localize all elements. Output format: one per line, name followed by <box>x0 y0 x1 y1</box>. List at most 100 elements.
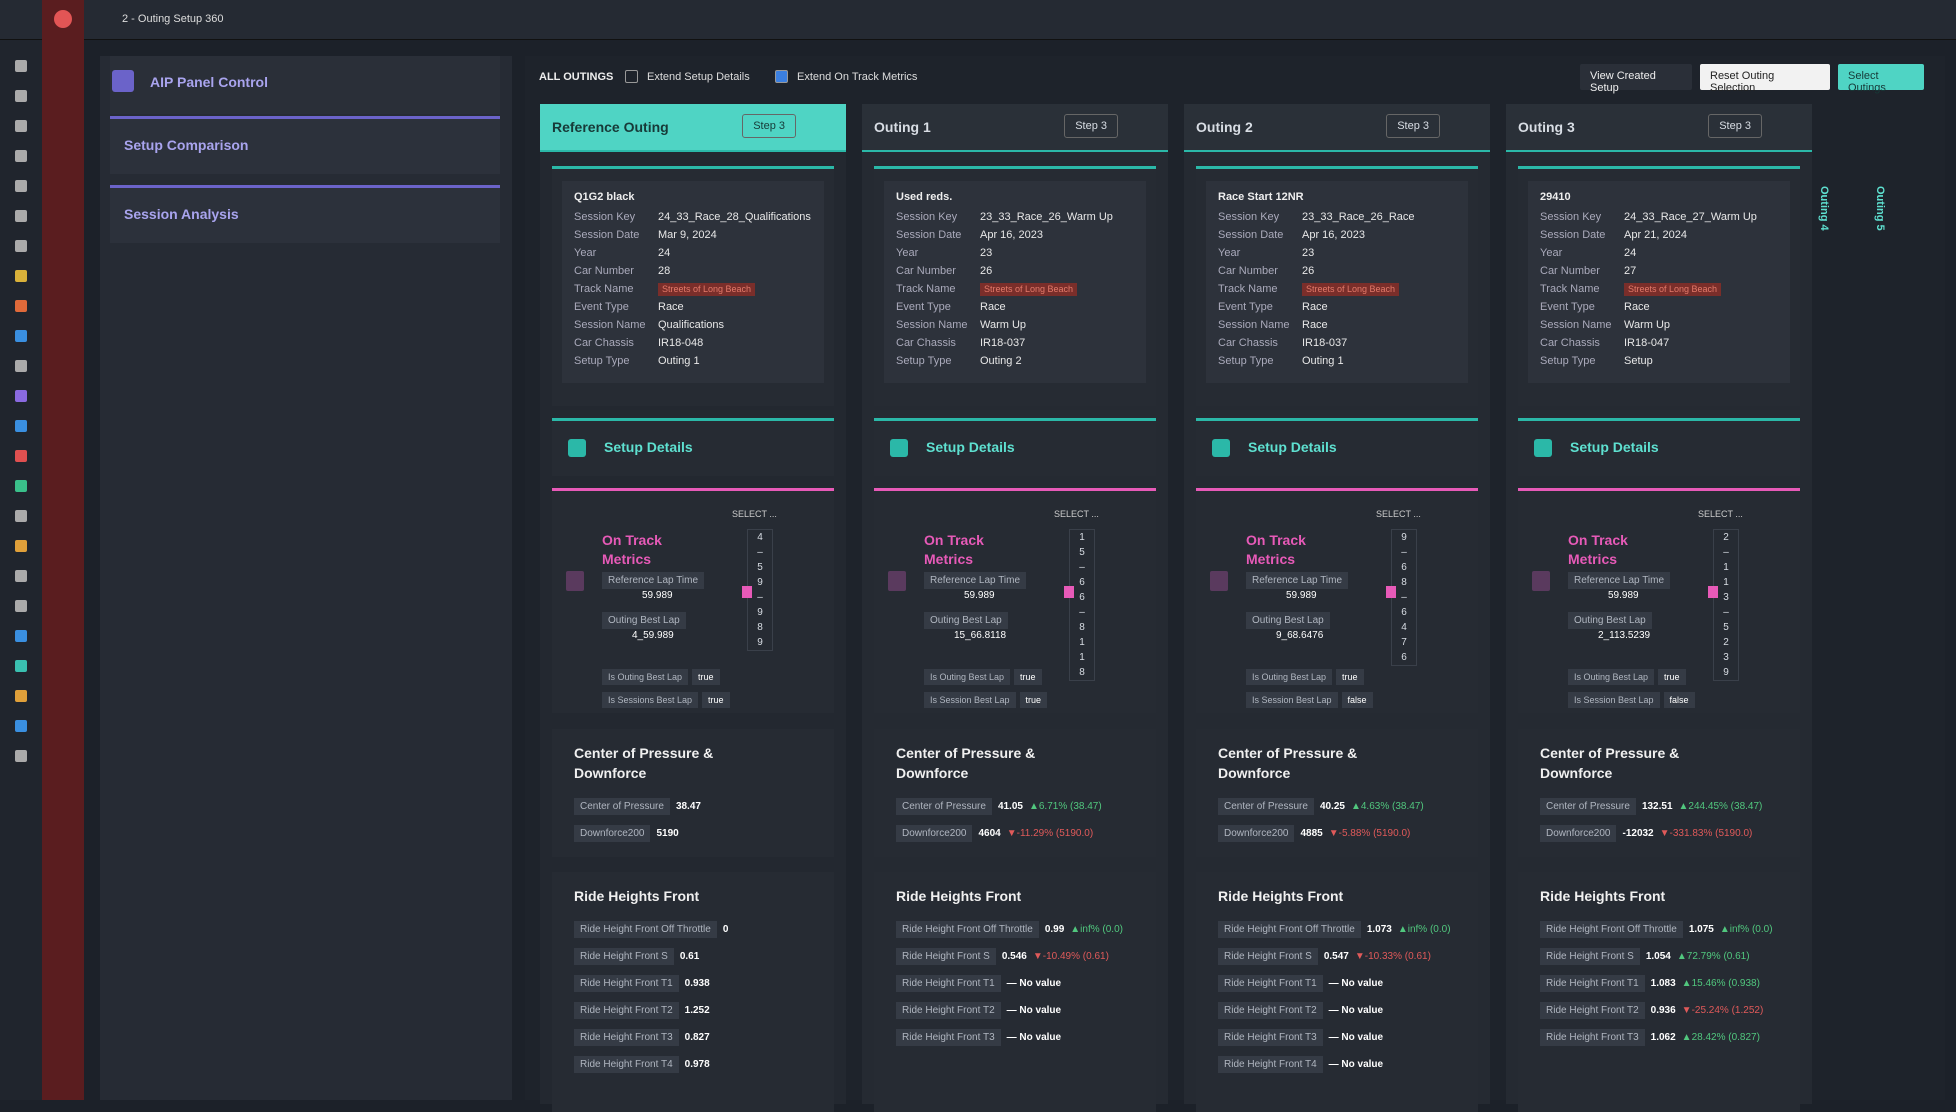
panel-item[interactable]: Session Analysis <box>110 185 500 243</box>
info-card: Q1G2 black Session Key 24_33_Race_28_Quali… <box>552 166 834 406</box>
button[interactable]: View Created Setup <box>1580 64 1692 94</box>
metric-delta: ▲244.45% (38.47) <box>1678 801 1763 812</box>
nav-icon[interactable] <box>15 330 27 342</box>
field-row: Session Name Race <box>1218 319 1456 332</box>
field-label: Track Name <box>896 283 956 295</box>
step-button[interactable]: Step 3 <box>1064 114 1118 138</box>
digit-list: 1 5 – 6 6 – 8 1 1 8 <box>1069 529 1095 681</box>
nav-icon[interactable] <box>15 240 27 252</box>
metric-value: — No value <box>1328 1032 1384 1043</box>
field-row: Setup Type Outing 2 <box>896 355 1134 368</box>
nav-icon[interactable] <box>15 450 27 462</box>
field-value: 23_33_Race_26_Warm Up <box>980 211 1134 224</box>
metric-label: Ride Height Front S <box>574 948 674 965</box>
panel-item[interactable]: AIP Panel Control <box>110 56 500 114</box>
field-label: Event Type <box>896 301 951 313</box>
checkbox[interactable] <box>625 70 638 83</box>
nav-icon[interactable] <box>15 90 27 102</box>
field-row: Session Key 23_33_Race_26_Warm Up <box>896 211 1134 224</box>
field-text: Warm Up <box>980 319 1027 331</box>
nav-icon[interactable] <box>15 360 27 372</box>
best-lap: Outing Best Lap <box>1568 612 1652 629</box>
select-label[interactable]: SELECT ... <box>1376 509 1421 519</box>
nav-icon[interactable] <box>15 300 27 312</box>
flag-value: false <box>1341 692 1373 708</box>
ride-card: Ride Heights Front Ride Height Front Off … <box>1196 872 1478 1112</box>
metrics-card: On Track Metrics Reference Lap Time 59.989… <box>1518 488 1800 713</box>
metric-label: Ride Height Front Off Throttle <box>1540 921 1683 938</box>
nav-icon[interactable] <box>15 270 27 282</box>
button[interactable]: Select Outings <box>1838 64 1924 94</box>
nav-icon[interactable] <box>15 720 27 732</box>
best-value: 15_66.8118 <box>954 630 1007 641</box>
outing-title: Outing 2 <box>1196 119 1253 135</box>
nav-icon[interactable] <box>15 660 27 672</box>
step-button[interactable]: Step 3 <box>1708 114 1762 138</box>
info-card: 29410 Session Key 24_33_Race_27_Warm Up Ses… <box>1518 166 1800 406</box>
digit: 2 <box>1723 532 1729 543</box>
select-marker <box>1386 586 1396 598</box>
field-row: Car Number 28 <box>574 265 812 278</box>
field-label: Car Chassis <box>1218 337 1278 349</box>
field-row: Session Name Warm Up <box>1540 319 1778 332</box>
field-value: 23_33_Race_26_Race <box>1302 211 1456 224</box>
field-row: Session Name Qualifications <box>574 319 812 332</box>
nav-icon[interactable] <box>15 420 27 432</box>
select-label[interactable]: SELECT ... <box>732 509 777 519</box>
digit: 8 <box>757 622 763 633</box>
collapsed-strip[interactable]: Outing 5 <box>1874 186 1886 231</box>
field-text: Setup <box>1624 355 1653 367</box>
ride-row: Ride Height Front S 0.546 ▼-10.49% (0.61) <box>896 945 1134 968</box>
metric-value: 1.054 <box>1645 951 1671 962</box>
flag-label: Is Outing Best Lap <box>602 669 689 685</box>
info-inner: Q1G2 black Session Key 24_33_Race_28_Quali… <box>562 181 824 383</box>
nav-icon[interactable] <box>15 390 27 402</box>
metric-delta: ▲inf% (0.0) <box>1397 924 1451 935</box>
nav-icon[interactable] <box>15 150 27 162</box>
nav-icon[interactable] <box>15 120 27 132</box>
nav-icon[interactable] <box>15 750 27 762</box>
metric-label: Ride Height Front Off Throttle <box>574 921 717 938</box>
digit: 1 <box>1079 532 1085 543</box>
metric-value: 0.978 <box>684 1059 710 1070</box>
best-value: 9_68.6476 <box>1276 630 1324 641</box>
field-label: Session Name <box>1218 319 1290 331</box>
field-value: Race <box>980 301 1134 314</box>
field-value: IR18-037 <box>1302 337 1456 350</box>
nav-icon[interactable] <box>15 510 27 522</box>
field-row: Car Chassis IR18-047 <box>1540 337 1778 350</box>
metric-value: — No value <box>1006 978 1062 989</box>
ref-lap: Reference Lap Time <box>602 572 705 589</box>
field-value: Outing 1 <box>658 355 812 368</box>
nav-icon[interactable] <box>15 540 27 552</box>
step-button[interactable]: Step 3 <box>1386 114 1440 138</box>
digit: 3 <box>1723 592 1729 603</box>
field-value: Streets of Long Beach <box>658 283 812 296</box>
ride-row: Ride Height Front T3 — No value <box>1218 1026 1456 1049</box>
nav-icon[interactable] <box>15 180 27 192</box>
flag-row: Is Session Best Lap false <box>1568 689 1695 711</box>
panel-item[interactable]: Setup Comparison <box>110 116 500 174</box>
flag-value: true <box>692 669 720 685</box>
metric-value: 1.083 <box>1650 978 1676 989</box>
field-value: Apr 16, 2023 <box>1302 229 1456 242</box>
checkbox[interactable] <box>775 70 788 83</box>
nav-icon[interactable] <box>15 60 27 72</box>
nav-icon[interactable] <box>15 630 27 642</box>
select-label[interactable]: SELECT ... <box>1054 509 1099 519</box>
nav-icon[interactable] <box>15 210 27 222</box>
step-button[interactable]: Step 3 <box>742 114 796 138</box>
metrics-title: On Track Metrics <box>1568 532 1628 567</box>
collapsed-strip[interactable]: Outing 4 <box>1818 186 1830 231</box>
digit: – <box>757 547 763 558</box>
button[interactable]: Reset Outing Selection <box>1700 64 1830 94</box>
ref-value: 59.989 <box>1286 590 1317 601</box>
select-label[interactable]: SELECT ... <box>1698 509 1743 519</box>
nav-icon[interactable] <box>15 480 27 492</box>
ride-card: Ride Heights Front Ride Height Front Off … <box>1518 872 1800 1112</box>
nav-icon[interactable] <box>15 570 27 582</box>
nav-icon[interactable] <box>15 690 27 702</box>
nav-icon[interactable] <box>15 600 27 612</box>
field-label: Track Name <box>1218 283 1278 295</box>
info-card: Used reds. Session Key 23_33_Race_26_Warm … <box>874 166 1156 406</box>
